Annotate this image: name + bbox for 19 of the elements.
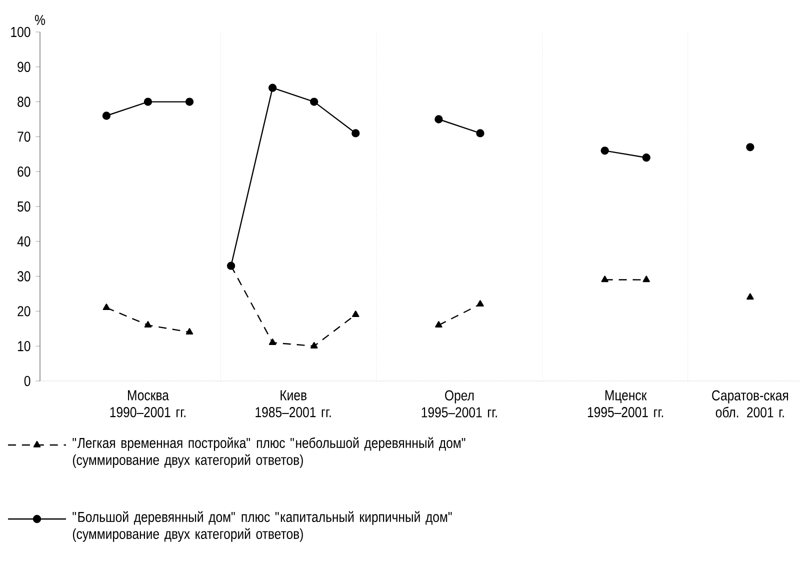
y-tick-label: 70 (18, 132, 30, 142)
x-tick-label: Мценск 1995–2001 гг. (588, 390, 664, 418)
y-tick-label: 60 (18, 166, 30, 177)
legend-label: "Легкая временная постройка" плюс "небольшой деревянный дом" (суммирование двух категорий ответов) (72, 437, 466, 468)
y-axis-title: % (34, 14, 46, 25)
y-tick-label: 0 (24, 376, 30, 386)
y-tick-label: 100 (11, 26, 30, 38)
y-tick-label: 50 (18, 201, 30, 212)
x-tick-label: Орел 1995–2001 гг. (422, 390, 497, 418)
y-tick-label: 20 (18, 306, 30, 316)
y-tick-label: 30 (18, 271, 30, 282)
x-tick-label: Москва 1990–2001 гг. (110, 390, 186, 418)
x-tick-label: Киев 1985–2001 гг. (256, 390, 331, 418)
y-tick-label: 40 (17, 236, 30, 247)
x-tick-label: Саратов-ская обл. 2001 г. (712, 390, 788, 418)
y-tick-label: 10 (18, 340, 30, 352)
y-tick-label: 80 (18, 96, 30, 107)
y-tick-label: 90 (18, 62, 30, 72)
legend-label: "Большой деревянный дом" плюс "капитальный кирпичный дом" (суммирование двух категорий ответов) (72, 511, 452, 542)
